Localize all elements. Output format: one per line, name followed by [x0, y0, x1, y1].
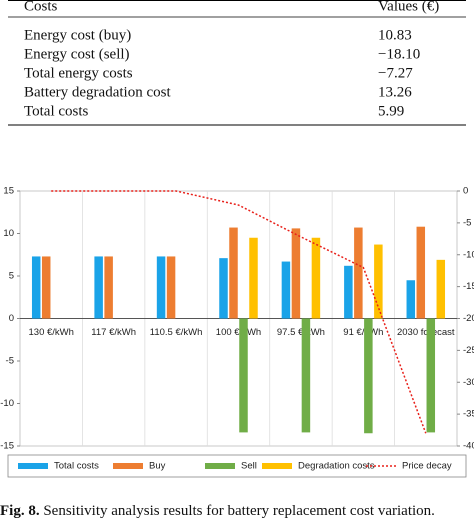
x-tick-label: 100 €/kWh [216, 327, 261, 338]
table-header: Costs [24, 0, 58, 14]
legend-label: Total costs [54, 461, 99, 472]
y2-tick-label: -30 [463, 377, 474, 388]
bar [436, 259, 446, 319]
legend-swatch [113, 463, 143, 469]
x-tick-label: 130 €/kWh [29, 327, 74, 338]
bar [31, 256, 41, 319]
y2-tick-label: 0 [463, 186, 468, 197]
table-cell: −18.10 [378, 46, 420, 62]
bar [156, 256, 166, 319]
caption-text: Sensitivity analysis results for battery… [43, 503, 435, 519]
y2-tick-label: -25 [463, 345, 474, 356]
legend-label: Buy [149, 461, 166, 472]
bar [364, 318, 373, 434]
y2-tick-label: -20 [463, 313, 474, 324]
y2-tick-label: -5 [463, 217, 471, 228]
legend-label: Sell [241, 461, 257, 472]
x-tick-label: 2030 forecast [397, 327, 455, 338]
table-header: Values (€) [378, 0, 439, 14]
table-cell: 10.83 [378, 27, 412, 43]
bar [104, 256, 113, 319]
bar [239, 318, 248, 433]
y-tick-label: -15 [0, 441, 14, 452]
bar [281, 261, 291, 319]
y2-tick-label: -10 [463, 249, 474, 260]
table-cell: Total energy costs [24, 65, 133, 81]
table-cell: 5.99 [378, 103, 404, 119]
x-tick-label: 91 €/kWh [343, 327, 383, 338]
y2-tick-label: -40 [463, 441, 474, 452]
table-cell: 13.26 [378, 84, 412, 100]
x-tick-label: 97.5 €/kWh [277, 327, 325, 338]
caption-label: Fig. 8. [0, 503, 40, 519]
table-cell: Energy cost (buy) [24, 27, 131, 43]
bar [354, 227, 363, 319]
y2-tick-label: -15 [463, 281, 474, 292]
table-cell: Total costs [24, 103, 89, 119]
legend-swatch [18, 463, 48, 469]
y2-tick-label: -35 [463, 409, 474, 420]
caption: Fig. 8. Sensitivity analysis results for… [0, 503, 435, 519]
bar [249, 237, 258, 319]
y-tick-label: -10 [0, 398, 14, 409]
y-tick-label: 5 [9, 271, 14, 282]
table-cell: Energy cost (sell) [24, 46, 130, 62]
bar [416, 226, 426, 319]
bar [291, 228, 301, 319]
table-cell: Battery degradation cost [24, 84, 171, 100]
legend-box [7, 454, 467, 478]
y-tick-label: 10 [3, 228, 14, 239]
bar [301, 318, 311, 433]
bar [219, 258, 228, 319]
bar [426, 318, 436, 433]
bar [166, 256, 176, 319]
legend-label: Price decay [402, 461, 452, 472]
bar [94, 256, 103, 319]
legend-swatch [262, 463, 292, 469]
bar [229, 227, 238, 319]
y-tick-label: 15 [3, 186, 14, 197]
bar [344, 265, 353, 319]
bar [406, 280, 416, 319]
legend-label: Degradation costs [298, 461, 375, 472]
y-tick-label: -5 [6, 356, 14, 367]
x-tick-label: 110.5 €/kWh [150, 327, 203, 338]
price-line [51, 190, 427, 434]
legend-swatch [205, 463, 235, 469]
bar [311, 237, 321, 319]
y-tick-label: 0 [9, 313, 14, 324]
x-tick-label: 117 €/kWh [91, 327, 136, 338]
table-cell: −7.27 [378, 65, 413, 81]
bar [41, 256, 51, 319]
bar [374, 244, 383, 319]
